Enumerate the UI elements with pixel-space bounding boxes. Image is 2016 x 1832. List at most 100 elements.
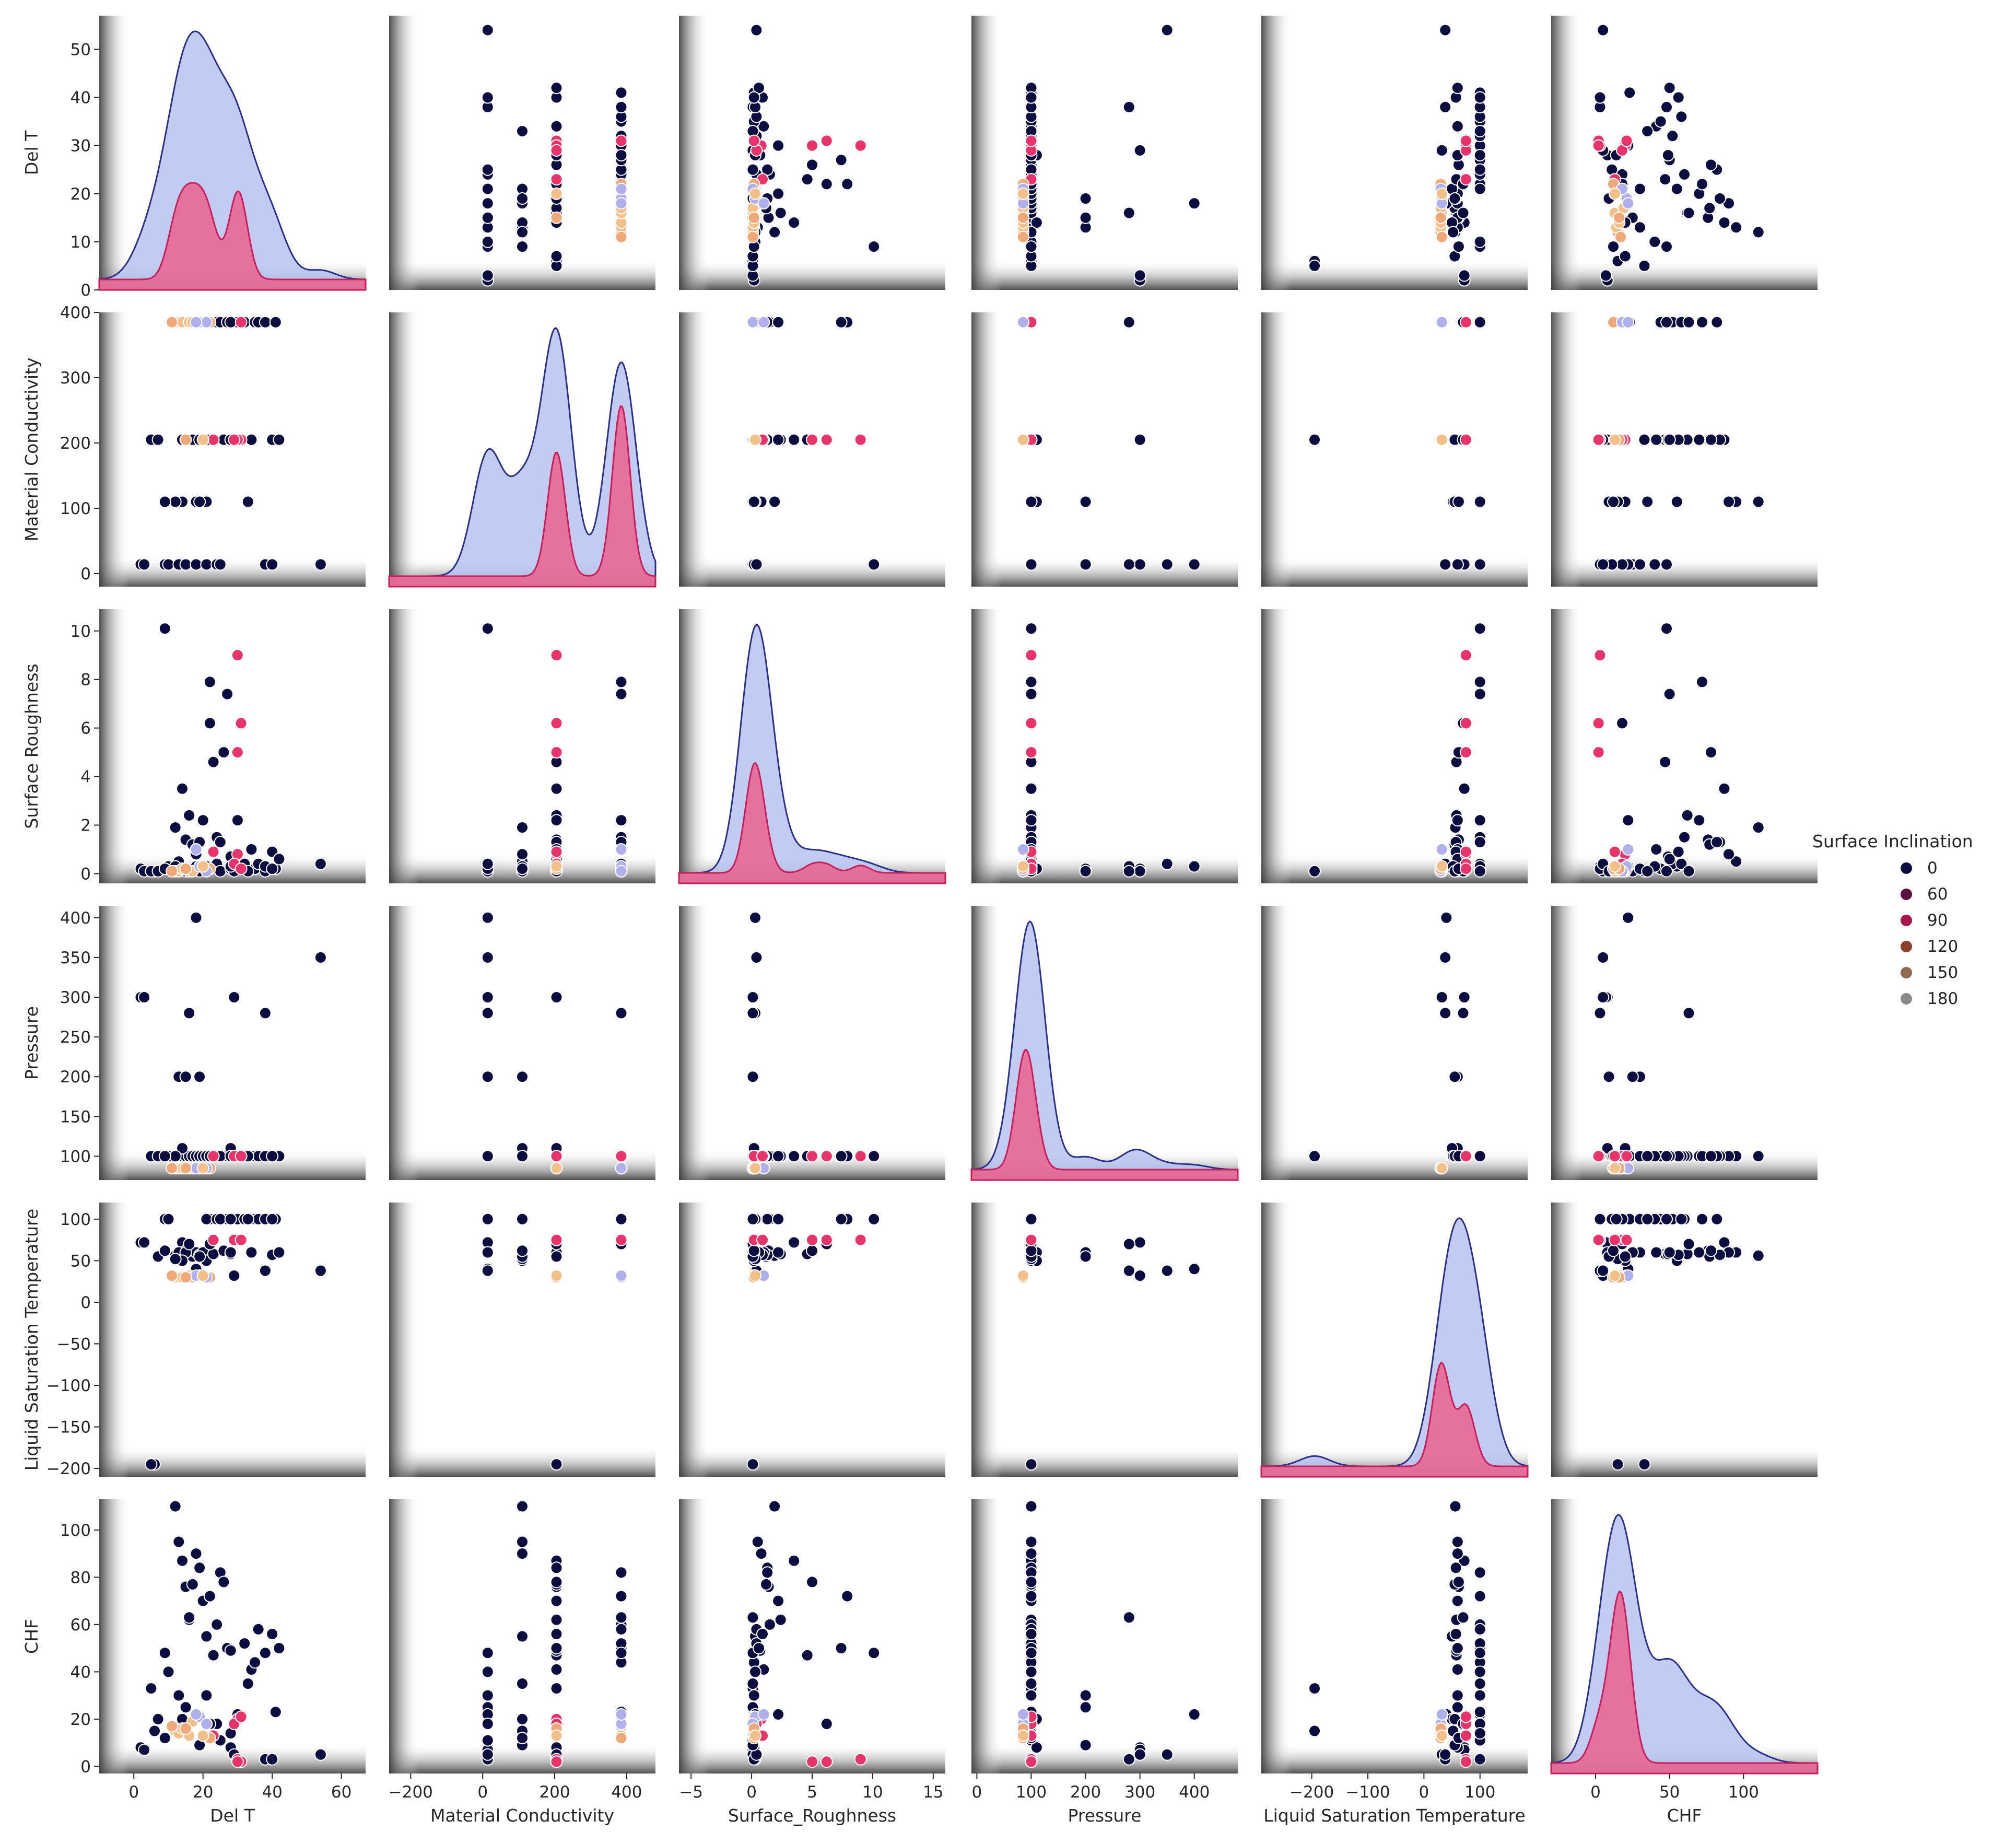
y-tick-label: 10 — [71, 622, 91, 641]
scatter-point — [1459, 1755, 1472, 1768]
scatter-point — [1458, 782, 1471, 795]
scatter-point — [615, 86, 628, 99]
scatter-point — [1638, 1458, 1651, 1471]
y-tick-label: 100 — [60, 1210, 91, 1229]
scatter-point — [806, 1244, 818, 1257]
scatter-point — [179, 1070, 192, 1083]
scatter-point — [1682, 865, 1695, 878]
scatter-point — [550, 173, 563, 186]
y-axis-shade — [99, 312, 130, 587]
scatter-point — [806, 139, 818, 152]
scatter-point — [1030, 216, 1043, 229]
scatter-point — [214, 558, 227, 571]
scatter-point — [1616, 558, 1628, 571]
y-tick-label: 100 — [60, 499, 91, 518]
scatter-point — [1473, 558, 1486, 571]
y-axis-label: Liquid Saturation Temperature — [21, 1209, 42, 1471]
scatter-point — [1705, 746, 1717, 759]
scatter-point — [772, 316, 785, 329]
y-axis-shade — [679, 312, 709, 587]
y-axis-shade — [1261, 312, 1292, 587]
scatter-point — [746, 1070, 759, 1083]
scatter-point — [772, 1150, 785, 1163]
scatter-point — [1718, 782, 1731, 795]
scatter-point — [179, 1701, 192, 1714]
scatter-point — [550, 845, 563, 858]
scatter-point — [757, 316, 770, 329]
scatter-point — [1451, 1701, 1464, 1714]
scatter-point — [1666, 130, 1679, 143]
scatter-point — [1752, 1249, 1765, 1262]
scatter-point — [550, 120, 563, 133]
x-tick-label: 20 — [193, 1783, 213, 1802]
scatter-point — [820, 1150, 833, 1163]
legend-entry-label: 60 — [1927, 885, 1948, 904]
y-axis-shade — [1551, 1499, 1581, 1773]
scatter-point — [1730, 221, 1743, 234]
scatter-point — [550, 1458, 563, 1471]
x-tick-label: 100 — [1016, 1783, 1047, 1802]
scatter-point — [615, 230, 628, 243]
scatter-point — [1607, 495, 1620, 508]
panel-material-conductivity-vs-material-conductivity — [388, 312, 657, 588]
scatter-point — [768, 226, 781, 239]
y-axis-shade — [679, 1203, 709, 1477]
scatter-point — [1473, 235, 1486, 248]
scatter-point — [1696, 316, 1708, 329]
panel-pressure-vs-material-conductivity — [389, 906, 655, 1180]
scatter-point — [1599, 269, 1612, 282]
scatter-point — [1663, 81, 1676, 95]
scatter-point — [231, 649, 244, 662]
x-tick-label: −100 — [1345, 1783, 1390, 1802]
panel-liquid-saturation-temperature-vs-chf — [1551, 1203, 1818, 1477]
scatter-point — [854, 139, 867, 152]
scatter-point — [214, 836, 227, 848]
scatter-point — [259, 1647, 272, 1660]
scatter-point — [158, 1647, 171, 1660]
scatter-point — [1458, 991, 1471, 1003]
scatter-point — [615, 1623, 628, 1636]
scatter-point — [1681, 809, 1694, 822]
scatter-point — [868, 1212, 881, 1226]
y-tick-label: 400 — [60, 909, 91, 928]
y-tick-label: 4 — [80, 768, 91, 787]
scatter-point — [266, 1628, 279, 1640]
scatter-point — [1025, 675, 1038, 689]
scatter-point — [1693, 1246, 1706, 1259]
scatter-point — [1611, 1458, 1624, 1471]
scatter-point — [1308, 433, 1321, 446]
scatter-point — [1308, 1724, 1321, 1737]
scatter-point — [1459, 433, 1472, 446]
y-tick-label: 80 — [71, 1568, 91, 1587]
scatter-point — [806, 1233, 818, 1246]
scatter-point — [481, 197, 494, 210]
scatter-point — [746, 316, 759, 329]
scatter-point — [615, 1732, 628, 1745]
scatter-point — [1608, 187, 1621, 200]
scatter-point — [1592, 139, 1605, 152]
scatter-point — [1592, 717, 1605, 730]
scatter-point — [481, 951, 494, 964]
scatter-point — [615, 865, 628, 878]
x-axis-shade — [679, 1446, 945, 1477]
panel-del-t-vs-liquid-saturation-temperature — [1261, 16, 1528, 290]
x-tick-label: 5 — [807, 1783, 817, 1802]
scatter-point — [1025, 1500, 1038, 1513]
scatter-point — [516, 821, 529, 834]
scatter-point — [1025, 1576, 1038, 1589]
panel-material-conductivity-vs-liquid-saturation-temperature — [1261, 312, 1528, 587]
scatter-point — [1025, 495, 1038, 508]
scatter-point — [158, 1150, 171, 1163]
scatter-point — [1473, 125, 1486, 138]
scatter-point — [1675, 1212, 1688, 1226]
scatter-point — [1660, 622, 1673, 635]
scatter-point — [1608, 433, 1621, 446]
scatter-point — [1597, 991, 1610, 1003]
scatter-point — [224, 1246, 237, 1259]
scatter-point — [1672, 91, 1685, 104]
scatter-point — [169, 495, 182, 508]
scatter-point — [166, 1162, 179, 1175]
scatter-point — [176, 782, 189, 795]
scatter-point — [1473, 149, 1486, 162]
scatter-point — [746, 991, 759, 1003]
